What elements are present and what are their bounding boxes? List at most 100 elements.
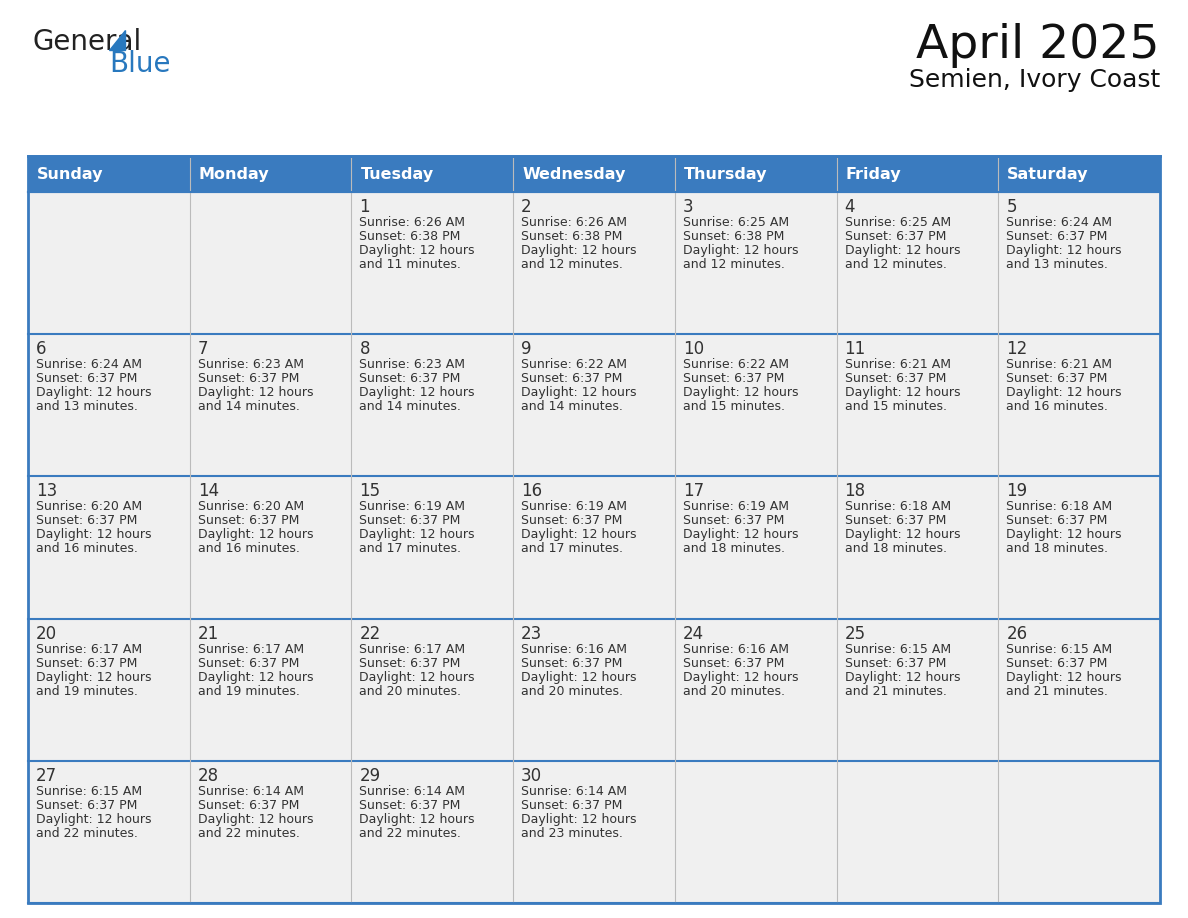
Text: Thursday: Thursday — [684, 166, 767, 182]
Bar — [29, 761, 190, 903]
Bar — [675, 156, 836, 192]
Text: 3: 3 — [683, 198, 694, 216]
Text: Sunset: 6:37 PM: Sunset: 6:37 PM — [360, 514, 461, 528]
Bar — [190, 476, 352, 619]
Bar — [675, 192, 836, 334]
Text: and 14 minutes.: and 14 minutes. — [360, 400, 461, 413]
Bar — [998, 476, 1159, 619]
Text: Daylight: 12 hours: Daylight: 12 hours — [522, 386, 637, 399]
Text: 30: 30 — [522, 767, 542, 785]
Text: and 21 minutes.: and 21 minutes. — [1006, 685, 1108, 698]
Text: Sunrise: 6:23 AM: Sunrise: 6:23 AM — [360, 358, 466, 371]
Text: and 16 minutes.: and 16 minutes. — [36, 543, 138, 555]
Text: Sunset: 6:38 PM: Sunset: 6:38 PM — [522, 230, 623, 243]
Text: Sunrise: 6:19 AM: Sunrise: 6:19 AM — [683, 500, 789, 513]
Bar — [513, 192, 675, 334]
Text: and 13 minutes.: and 13 minutes. — [1006, 258, 1108, 271]
Text: Sunset: 6:37 PM: Sunset: 6:37 PM — [683, 656, 784, 669]
Text: Sunrise: 6:15 AM: Sunrise: 6:15 AM — [36, 785, 143, 798]
Text: Sunrise: 6:17 AM: Sunrise: 6:17 AM — [36, 643, 143, 655]
Text: Sunset: 6:37 PM: Sunset: 6:37 PM — [360, 372, 461, 386]
Text: Sunrise: 6:21 AM: Sunrise: 6:21 AM — [845, 358, 950, 371]
Text: and 18 minutes.: and 18 minutes. — [1006, 543, 1108, 555]
Text: Semien, Ivory Coast: Semien, Ivory Coast — [909, 68, 1159, 92]
Bar — [836, 761, 998, 903]
Text: and 20 minutes.: and 20 minutes. — [360, 685, 461, 698]
Text: Daylight: 12 hours: Daylight: 12 hours — [845, 529, 960, 542]
Text: Sunrise: 6:22 AM: Sunrise: 6:22 AM — [522, 358, 627, 371]
Text: and 20 minutes.: and 20 minutes. — [522, 685, 624, 698]
Bar — [190, 156, 352, 192]
Bar — [675, 619, 836, 761]
Text: 22: 22 — [360, 624, 380, 643]
Text: and 15 minutes.: and 15 minutes. — [683, 400, 785, 413]
Text: 17: 17 — [683, 482, 704, 500]
Text: Daylight: 12 hours: Daylight: 12 hours — [197, 529, 314, 542]
Text: and 11 minutes.: and 11 minutes. — [360, 258, 461, 271]
Bar — [513, 156, 675, 192]
Text: Sunrise: 6:19 AM: Sunrise: 6:19 AM — [522, 500, 627, 513]
Text: 9: 9 — [522, 341, 532, 358]
Text: 28: 28 — [197, 767, 219, 785]
Text: Daylight: 12 hours: Daylight: 12 hours — [36, 812, 152, 826]
Text: Sunset: 6:37 PM: Sunset: 6:37 PM — [197, 799, 299, 812]
Text: Sunrise: 6:20 AM: Sunrise: 6:20 AM — [36, 500, 143, 513]
Text: and 22 minutes.: and 22 minutes. — [360, 827, 461, 840]
Bar — [836, 192, 998, 334]
Text: Saturday: Saturday — [1007, 166, 1088, 182]
Text: Sunrise: 6:26 AM: Sunrise: 6:26 AM — [522, 216, 627, 229]
Text: Daylight: 12 hours: Daylight: 12 hours — [1006, 244, 1121, 257]
Text: Sunset: 6:38 PM: Sunset: 6:38 PM — [360, 230, 461, 243]
Text: Sunrise: 6:20 AM: Sunrise: 6:20 AM — [197, 500, 304, 513]
Text: 18: 18 — [845, 482, 866, 500]
Bar — [836, 156, 998, 192]
Text: and 19 minutes.: and 19 minutes. — [197, 685, 299, 698]
Text: Daylight: 12 hours: Daylight: 12 hours — [36, 529, 152, 542]
Text: and 17 minutes.: and 17 minutes. — [522, 543, 624, 555]
Text: Daylight: 12 hours: Daylight: 12 hours — [683, 671, 798, 684]
Text: Daylight: 12 hours: Daylight: 12 hours — [197, 386, 314, 399]
Text: Sunrise: 6:14 AM: Sunrise: 6:14 AM — [522, 785, 627, 798]
Text: Sunrise: 6:22 AM: Sunrise: 6:22 AM — [683, 358, 789, 371]
Text: Sunrise: 6:24 AM: Sunrise: 6:24 AM — [1006, 216, 1112, 229]
Text: Daylight: 12 hours: Daylight: 12 hours — [197, 671, 314, 684]
Bar — [675, 761, 836, 903]
Text: Daylight: 12 hours: Daylight: 12 hours — [522, 529, 637, 542]
Text: Daylight: 12 hours: Daylight: 12 hours — [360, 386, 475, 399]
Text: Daylight: 12 hours: Daylight: 12 hours — [360, 671, 475, 684]
Text: Monday: Monday — [198, 166, 270, 182]
Text: 8: 8 — [360, 341, 369, 358]
Text: Sunrise: 6:26 AM: Sunrise: 6:26 AM — [360, 216, 466, 229]
Text: Sunrise: 6:25 AM: Sunrise: 6:25 AM — [845, 216, 950, 229]
Text: 20: 20 — [36, 624, 57, 643]
Text: Tuesday: Tuesday — [360, 166, 434, 182]
Bar — [675, 476, 836, 619]
Bar — [29, 476, 190, 619]
Text: Sunrise: 6:16 AM: Sunrise: 6:16 AM — [522, 643, 627, 655]
Text: Daylight: 12 hours: Daylight: 12 hours — [522, 812, 637, 826]
Text: Daylight: 12 hours: Daylight: 12 hours — [522, 244, 637, 257]
Bar — [190, 761, 352, 903]
Text: Sunset: 6:37 PM: Sunset: 6:37 PM — [360, 656, 461, 669]
Bar — [675, 334, 836, 476]
Bar — [29, 334, 190, 476]
Text: 13: 13 — [36, 482, 57, 500]
Text: 15: 15 — [360, 482, 380, 500]
Bar — [29, 156, 1159, 903]
Bar — [352, 761, 513, 903]
Text: Sunset: 6:37 PM: Sunset: 6:37 PM — [522, 799, 623, 812]
Text: Daylight: 12 hours: Daylight: 12 hours — [1006, 529, 1121, 542]
Bar — [190, 192, 352, 334]
Text: Sunrise: 6:21 AM: Sunrise: 6:21 AM — [1006, 358, 1112, 371]
Text: Daylight: 12 hours: Daylight: 12 hours — [683, 529, 798, 542]
Bar — [352, 476, 513, 619]
Text: and 12 minutes.: and 12 minutes. — [683, 258, 785, 271]
Text: 11: 11 — [845, 341, 866, 358]
Text: and 23 minutes.: and 23 minutes. — [522, 827, 623, 840]
Text: Sunset: 6:37 PM: Sunset: 6:37 PM — [36, 372, 138, 386]
Text: Sunset: 6:37 PM: Sunset: 6:37 PM — [845, 514, 946, 528]
Text: General: General — [33, 28, 143, 56]
Bar — [29, 619, 190, 761]
Bar — [352, 334, 513, 476]
Bar — [513, 761, 675, 903]
